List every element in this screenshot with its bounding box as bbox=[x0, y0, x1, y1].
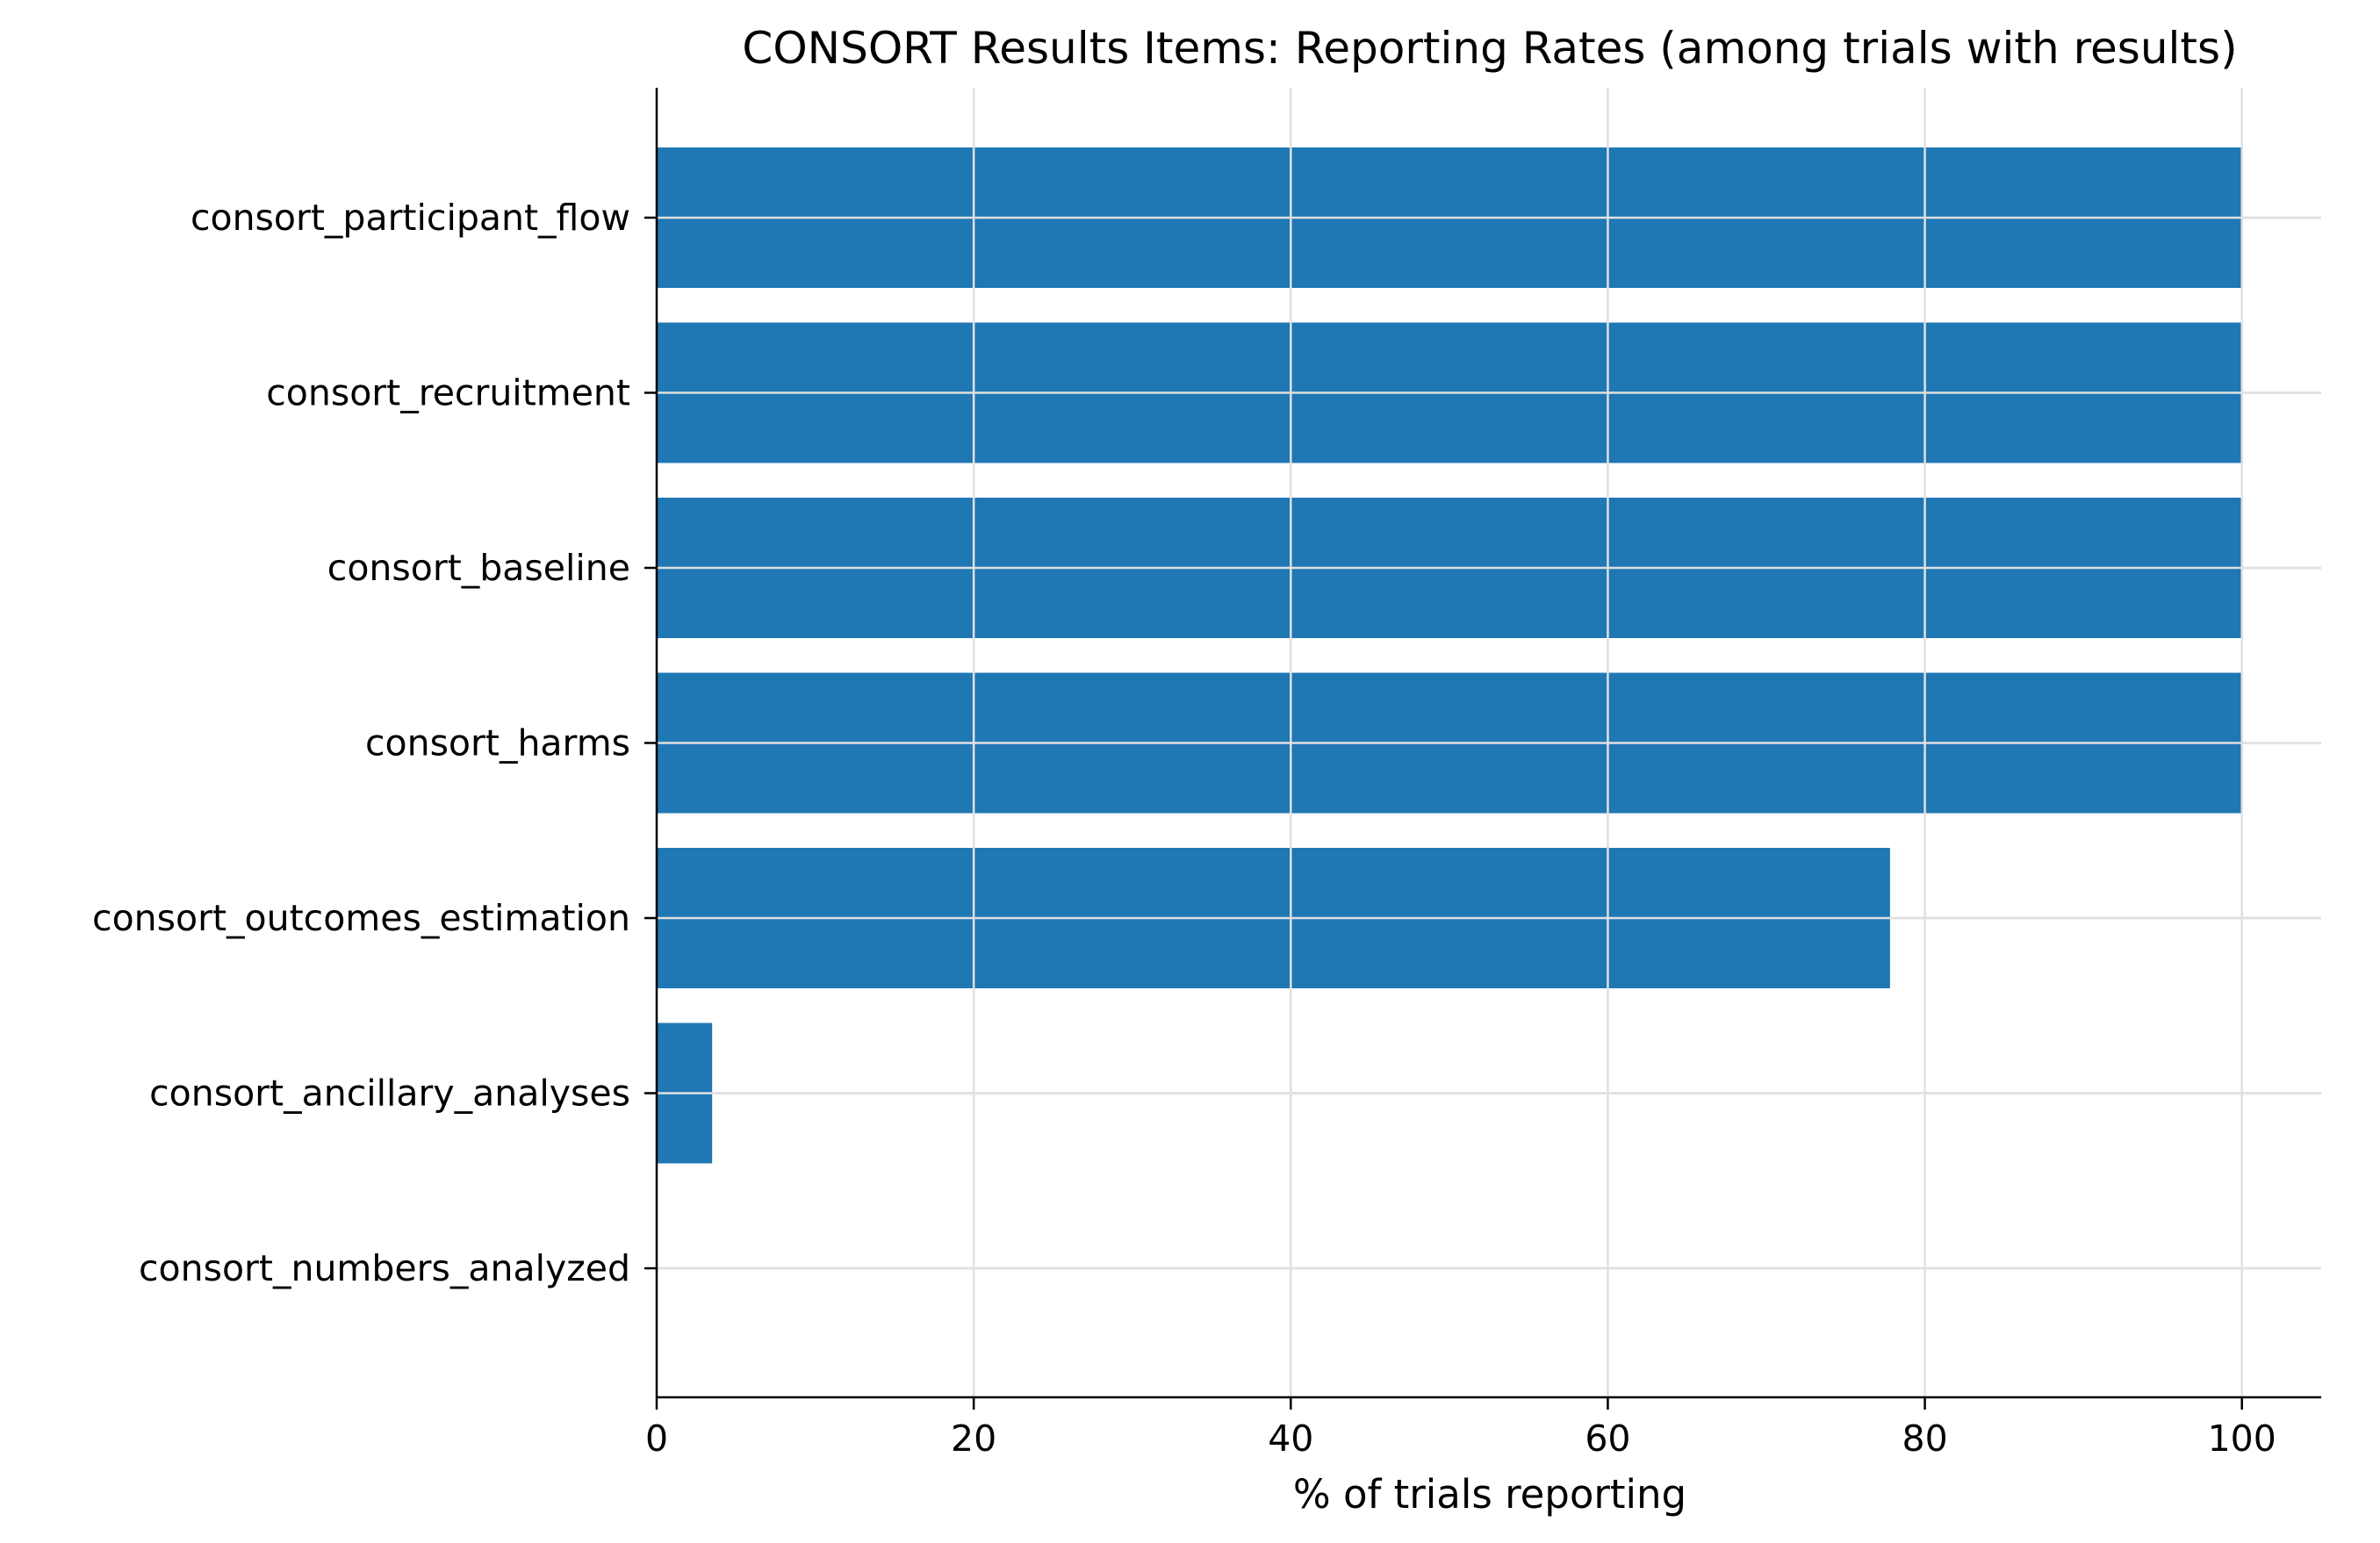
x-tick-label: 40 bbox=[1268, 1417, 1313, 1460]
ticks: 0 20 40 60 80 100 consort_participant_flowcons… bbox=[92, 197, 2276, 1460]
y-tick-label: consort_ancillary_analyses bbox=[149, 1073, 630, 1115]
chart-title: CONSORT Results Items: Reporting Rates (… bbox=[742, 23, 2237, 74]
y-tick-label: consort_numbers_analyzed bbox=[139, 1247, 630, 1289]
x-tick-label: 0 bbox=[645, 1417, 668, 1460]
y-tick-label: consort_baseline bbox=[327, 547, 630, 589]
y-tick-label: consort_participant_flow bbox=[191, 197, 630, 239]
grid-lines-over-bars bbox=[657, 88, 2321, 1397]
x-tick-label: 60 bbox=[1585, 1417, 1630, 1460]
y-tick-label: consort_outcomes_estimation bbox=[92, 897, 630, 939]
y-tick-label: consort_recruitment bbox=[266, 372, 630, 414]
x-tick-label: 100 bbox=[2208, 1417, 2276, 1460]
x-tick-label: 80 bbox=[1902, 1417, 1947, 1460]
y-tick-label: consort_harms bbox=[365, 722, 630, 764]
x-tick-label: 20 bbox=[951, 1417, 996, 1460]
x-axis-label: % of trials reporting bbox=[1293, 1471, 1686, 1518]
